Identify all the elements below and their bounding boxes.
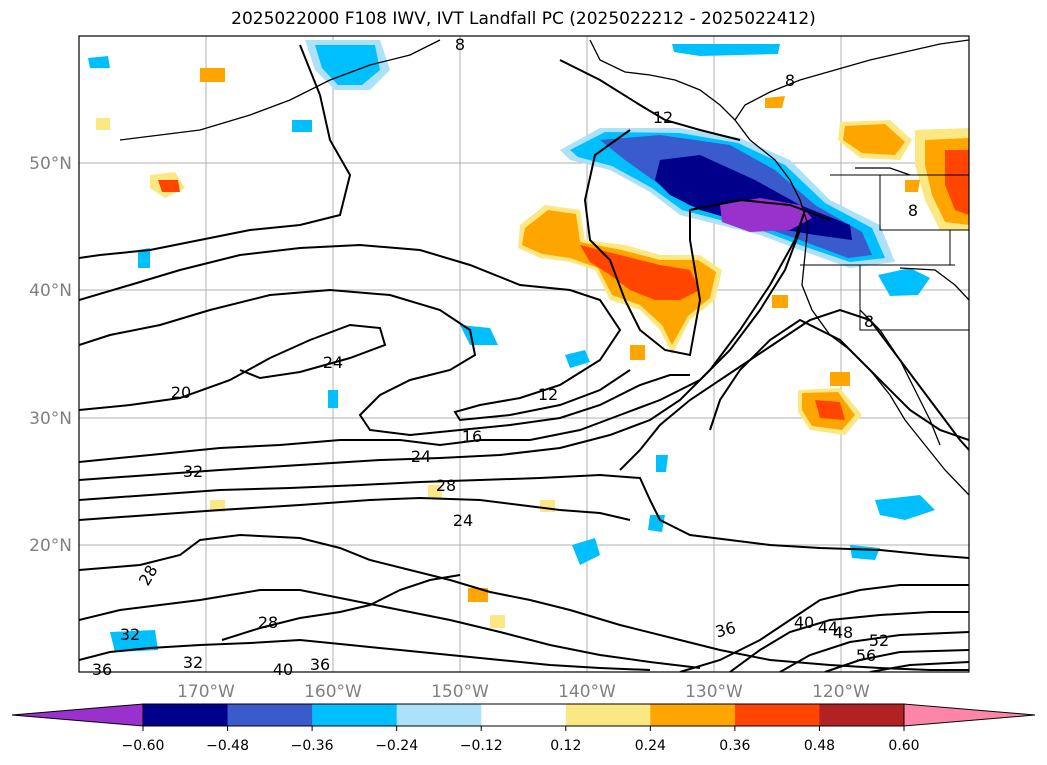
contour-label: 8	[785, 71, 795, 90]
lat-label-50n: 50°N	[29, 154, 72, 174]
contour-label: 16	[462, 427, 482, 446]
colorbar: −0.60 −0.48 −0.36 −0.24 −0.12 0.12 0.24 0.36 0.4…	[11, 703, 1036, 754]
colorbar-segment	[227, 704, 313, 726]
colorbar-segment	[396, 704, 482, 726]
map-title: 2025022000 F108 IWV, IVT Landfall PC (20…	[231, 9, 816, 29]
iwv-contours	[79, 44, 969, 672]
colorbar-segment	[312, 704, 398, 726]
colorbar-segment	[734, 704, 820, 726]
contour-labels: 12 8 8 8 8 24 20 12 16 24 32 28 24 28 32…	[92, 35, 918, 679]
contour-label: 8	[908, 201, 918, 220]
contour-label: 36	[713, 618, 738, 642]
colorbar-tick-label: −0.48	[206, 738, 249, 754]
colorbar-tick-label: −0.24	[375, 738, 418, 754]
colorbar-tick-label: 0.48	[804, 738, 835, 754]
contour-label: 40	[794, 613, 814, 632]
lat-label-20n: 20°N	[29, 536, 72, 556]
lon-label-120w: 120°W	[812, 682, 870, 702]
colorbar-tick-label: −0.12	[460, 738, 503, 754]
contour-label: 32	[183, 653, 203, 672]
colorbar-extend-high	[903, 703, 1036, 727]
contour-label: 8	[864, 312, 874, 331]
colorbar-tick-label: −0.60	[122, 738, 165, 754]
map-background	[79, 36, 969, 672]
colorbar-segment	[819, 704, 905, 726]
contour-label: 36	[92, 660, 112, 679]
colorbar-segment	[143, 704, 229, 726]
colorbar-tick-label: 0.24	[635, 738, 666, 754]
negative-shading	[88, 40, 935, 652]
lon-label-140w: 140°W	[558, 682, 616, 702]
lon-label-130w: 130°W	[685, 682, 743, 702]
contour-label: 8	[455, 35, 465, 54]
contour-label: 24	[411, 447, 431, 466]
coastlines	[119, 39, 969, 496]
lat-label-30n: 30°N	[29, 409, 72, 429]
colorbar-tick-label: −0.36	[291, 738, 334, 754]
contour-label: 52	[869, 631, 889, 650]
contour-label: 36	[310, 655, 330, 674]
contour-label: 40	[273, 660, 293, 679]
contour-label: 12	[653, 108, 673, 127]
colorbar-tick-label: 0.36	[719, 738, 750, 754]
lon-label-150w: 150°W	[431, 682, 489, 702]
state-borders	[800, 174, 969, 331]
contour-label: 12	[538, 385, 558, 404]
colorbar-extend-low	[11, 703, 144, 727]
contour-label: 28	[258, 613, 278, 632]
contour-label: 24	[453, 511, 473, 530]
colorbar-segment	[650, 704, 736, 726]
contour-label: 28	[436, 476, 456, 495]
lat-label-40n: 40°N	[29, 281, 72, 301]
longitude-labels: 170°W 160°W 150°W 140°W 130°W 120°W	[177, 682, 870, 702]
colorbar-frame	[142, 703, 905, 727]
lon-label-170w: 170°W	[177, 682, 235, 702]
lon-label-160w: 160°W	[304, 682, 362, 702]
contour-label: 32	[183, 462, 203, 481]
contour-label: 48	[833, 623, 853, 642]
contour-label: 32	[120, 625, 140, 644]
contour-label: 24	[323, 353, 343, 372]
latitude-labels: 50°N 40°N 30°N 20°N	[29, 154, 72, 556]
positive-shading	[96, 68, 969, 628]
colorbar-tick-label: 0.12	[550, 738, 581, 754]
map-frame	[78, 35, 970, 673]
contour-label: 56	[856, 646, 876, 665]
contour-label: 44	[818, 618, 838, 637]
colorbar-segment	[481, 704, 567, 726]
colorbar-tick-label: 0.60	[888, 738, 919, 754]
colorbar-segment	[565, 704, 651, 726]
contour-label: 20	[171, 383, 191, 402]
